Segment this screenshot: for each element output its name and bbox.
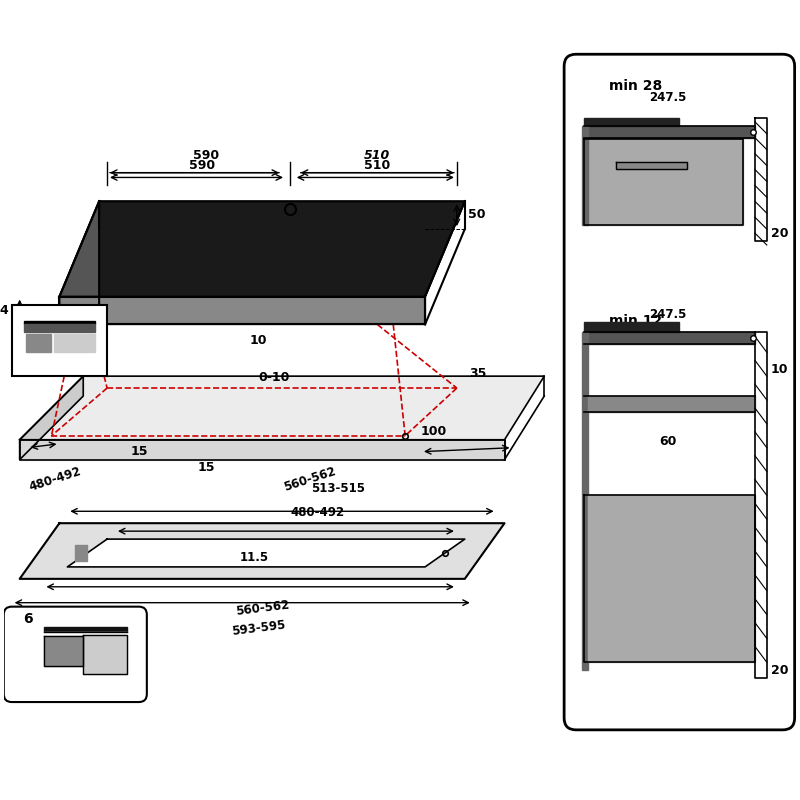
Text: 10: 10 xyxy=(250,334,267,347)
Text: 247.5: 247.5 xyxy=(649,91,686,104)
Text: 10: 10 xyxy=(770,363,788,376)
Text: 6: 6 xyxy=(22,611,33,626)
Polygon shape xyxy=(755,118,767,241)
Text: 560-562: 560-562 xyxy=(282,465,338,494)
Text: min 12: min 12 xyxy=(609,314,662,327)
Text: 560-562: 560-562 xyxy=(234,598,290,618)
Text: 510: 510 xyxy=(364,159,390,172)
Text: 60: 60 xyxy=(658,434,676,448)
Polygon shape xyxy=(582,126,588,225)
Text: 247.5: 247.5 xyxy=(649,307,686,321)
Polygon shape xyxy=(755,333,767,678)
Polygon shape xyxy=(582,333,588,670)
Text: 590: 590 xyxy=(194,149,219,162)
Polygon shape xyxy=(59,202,99,325)
Text: 15: 15 xyxy=(130,445,148,458)
Polygon shape xyxy=(584,118,679,126)
Text: 35: 35 xyxy=(469,367,486,380)
Polygon shape xyxy=(26,334,51,352)
Polygon shape xyxy=(588,495,755,662)
Text: 100: 100 xyxy=(421,426,447,438)
Text: 593-595: 593-595 xyxy=(230,618,286,638)
Text: 480-492: 480-492 xyxy=(28,465,83,494)
Polygon shape xyxy=(83,635,127,674)
Polygon shape xyxy=(43,626,127,632)
Text: 510: 510 xyxy=(364,149,390,162)
Text: 590: 590 xyxy=(190,159,215,172)
Polygon shape xyxy=(616,162,687,170)
Polygon shape xyxy=(24,325,95,333)
FancyBboxPatch shape xyxy=(4,606,147,702)
Text: 20: 20 xyxy=(770,226,788,239)
Polygon shape xyxy=(24,321,95,325)
Polygon shape xyxy=(59,202,465,297)
Text: min 28: min 28 xyxy=(609,79,662,93)
Text: 480-492: 480-492 xyxy=(290,506,345,519)
Text: 11.5: 11.5 xyxy=(239,551,269,564)
Text: 513-515: 513-515 xyxy=(310,482,365,495)
Polygon shape xyxy=(43,632,127,635)
FancyBboxPatch shape xyxy=(12,305,107,376)
Polygon shape xyxy=(67,539,465,567)
Polygon shape xyxy=(584,126,755,138)
Polygon shape xyxy=(20,376,544,440)
Polygon shape xyxy=(20,440,505,460)
FancyBboxPatch shape xyxy=(564,54,794,730)
Polygon shape xyxy=(584,139,743,225)
Polygon shape xyxy=(584,333,755,344)
Polygon shape xyxy=(584,322,679,333)
Polygon shape xyxy=(20,376,83,460)
Text: 0-10: 0-10 xyxy=(258,371,290,384)
Polygon shape xyxy=(54,334,95,352)
Polygon shape xyxy=(20,523,505,579)
Text: 15: 15 xyxy=(198,461,215,474)
Text: 50: 50 xyxy=(468,208,486,222)
Polygon shape xyxy=(59,297,425,325)
Polygon shape xyxy=(43,636,83,666)
Polygon shape xyxy=(75,545,87,561)
Polygon shape xyxy=(588,396,755,412)
Text: 4: 4 xyxy=(0,304,8,317)
Text: 20: 20 xyxy=(770,664,788,677)
